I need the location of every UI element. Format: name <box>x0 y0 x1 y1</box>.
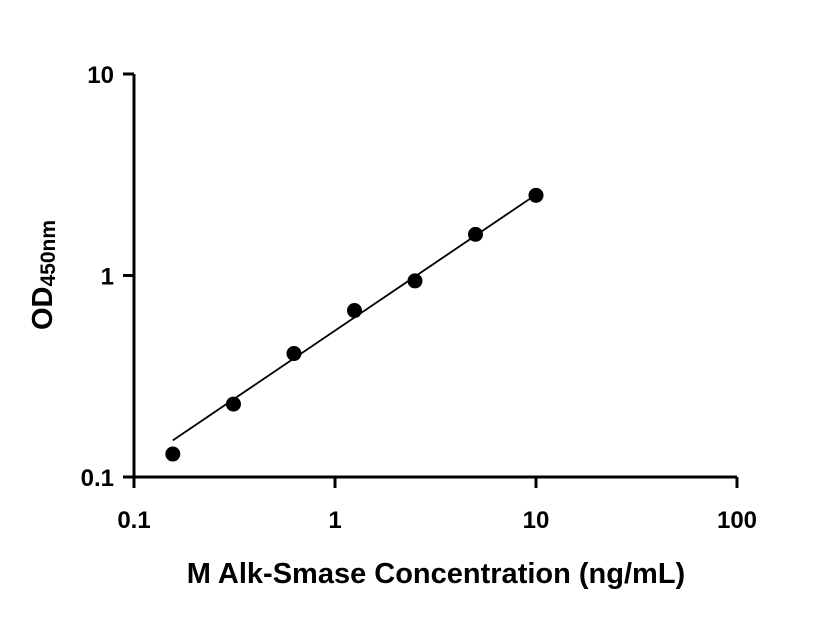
y-axis-title: OD450nm <box>27 220 60 330</box>
data-point-5 <box>467 226 483 242</box>
x-axis-ticks: 0.1 1 10 100 <box>117 477 757 534</box>
x-tick-label-1: 1 <box>328 507 341 534</box>
data-point-2 <box>286 346 302 362</box>
data-point-4 <box>407 273 423 289</box>
x-axis-title: M Alk-Smase Concentration (ng/mL) <box>187 558 685 590</box>
x-tick-label-0: 0.1 <box>117 507 150 534</box>
y-axis-title-main: OD <box>27 287 59 331</box>
data-point-1 <box>225 396 241 412</box>
y-tick-label-0: 0.1 <box>81 465 114 492</box>
data-point-6 <box>528 187 544 203</box>
y-axis-title-subscript: 450nm <box>37 220 60 287</box>
y-axis-ticks: 0.1 1 10 <box>81 62 134 492</box>
data-point-0 <box>165 446 181 462</box>
axes <box>132 74 737 479</box>
x-tick-label-3: 100 <box>717 507 757 534</box>
x-tick-label-2: 10 <box>523 507 550 534</box>
y-tick-label-1: 1 <box>101 264 114 291</box>
data-points <box>165 187 544 462</box>
data-point-3 <box>346 303 362 319</box>
y-tick-label-2: 10 <box>87 62 114 89</box>
